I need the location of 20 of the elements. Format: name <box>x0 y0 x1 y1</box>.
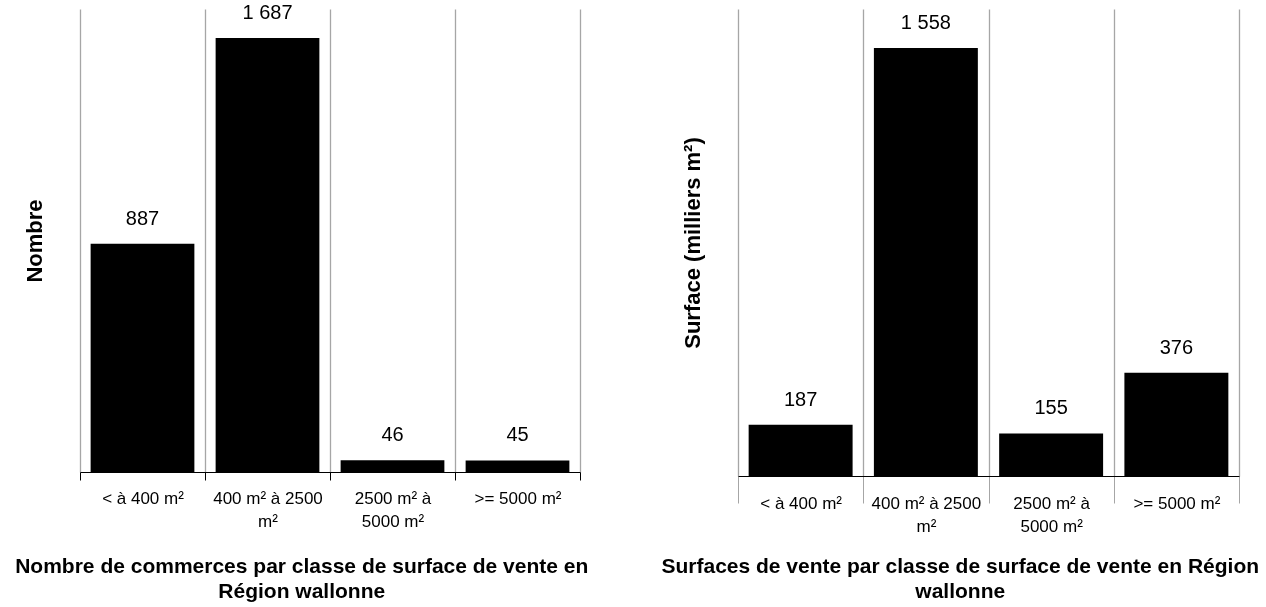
y-axis-title: Nombre <box>21 199 47 283</box>
data-label: 45 <box>506 423 529 446</box>
x-tick-label: 2500 m² à 5000 m² <box>354 488 432 531</box>
text: Nombre de commerces par classe de surface de vente en Région wallonne <box>15 554 589 602</box>
y-axis-title: Surface (milliers m²) <box>679 137 705 349</box>
x-tick-label: 2500 m² à 5000 m² <box>1013 493 1091 536</box>
data-label: 1 687 <box>242 1 293 24</box>
x-tick-label: >= 5000 m² <box>474 488 562 508</box>
data-label: 187 <box>783 387 818 410</box>
x-tick-label: < à 400 m² <box>102 488 185 508</box>
data-label: 46 <box>381 423 404 446</box>
x-tick-label: < à 400 m² <box>760 493 843 513</box>
text: Surfaces de vente par classe de surface de vente en Région wallonne <box>661 554 1260 602</box>
data-label: 1 558 <box>900 11 951 34</box>
x-tick-label: 400 m² à 2500 m² <box>871 493 982 536</box>
data-label: 887 <box>125 206 160 229</box>
data-label: 155 <box>1034 396 1068 419</box>
x-tick-label: 400 m² à 2500 m² <box>213 488 323 531</box>
x-tick-label: >= 5000 m² <box>1133 493 1221 513</box>
data-label: 376 <box>1159 335 1194 358</box>
